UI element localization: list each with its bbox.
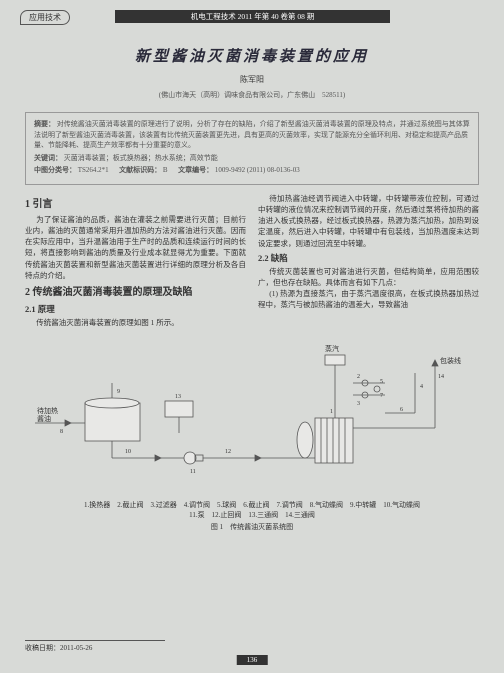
svg-text:10: 10 [125,449,131,455]
para: 待加热酱油经调节阀进入中转罐，中转罐带液位控制，可通过中转罐的液位情况来控制调节… [258,193,479,249]
svg-text:2: 2 [357,374,360,380]
doc-value: B [163,166,168,174]
cls-label: 中图分类号： [34,166,76,174]
cls-value: TS264.2*1 [78,166,109,174]
received-date: 收稿日期：2011-05-26 [25,640,165,653]
abstract-text: 对传统酱油灭菌消毒装置的原理进行了说明，分析了存在的缺陷，介绍了新型酱油灭菌消毒… [34,120,470,149]
para: (1) 热源为直接蒸汽，由于蒸汽温度很高，在板式换热器加热过程中，蒸汽与被加热酱… [258,288,479,311]
svg-text:酱油: 酱油 [37,414,51,423]
svg-text:9: 9 [117,389,120,395]
body-columns: 1 引言 为了保证酱油的品质，酱油在灌装之前需要进行灭菌；目前行业内，酱油的灭菌… [25,193,479,329]
keywords-label: 关键词： [34,154,62,162]
svg-text:待加热: 待加热 [37,406,58,415]
para: 传统灭菌装置也可对酱油进行灭菌，但结构简单，应用范围较广，但也存在缺陷。具体而言… [258,266,479,289]
svg-text:5: 5 [380,379,383,385]
keywords-text: 灭菌消毒装置；板式换热器；热水系统；高效节能 [64,154,218,162]
header-bar: 机电工程技术 2011 年第 40 卷第 08 期 [115,10,390,23]
svg-text:11: 11 [190,469,196,475]
svg-text:13: 13 [175,394,181,400]
section-2-2: 2.2 缺陷 [258,252,479,265]
figure-caption: 图 1 传统酱油灭菌系统图 [52,522,452,532]
left-column: 1 引言 为了保证酱油的品质，酱油在灌装之前需要进行灭菌；目前行业内，酱油的灭菌… [25,193,246,329]
para: 为了保证酱油的品质，酱油在灌装之前需要进行灭菌；目前行业内，酱油的灭菌通常采用升… [25,214,246,282]
page-number: 136 [237,655,268,665]
art-label: 文章编号： [178,166,213,174]
svg-text:蒸汽: 蒸汽 [325,344,339,353]
abstract-box: 摘要： 对传统酱油灭菌消毒装置的原理进行了说明，分析了存在的缺陷，介绍了新型酱油… [25,112,479,185]
corner-tab: 应用技术 [20,10,70,25]
svg-text:3: 3 [357,401,360,407]
svg-text:8: 8 [60,429,63,435]
doc-label: 文献标识码： [119,166,161,174]
section-2: 2 传统酱油灭菌消毒装置的原理及缺陷 [25,285,246,300]
author: 陈军阳 [25,74,479,85]
svg-text:12: 12 [225,449,231,455]
abstract-label: 摘要： [34,120,55,128]
svg-text:7: 7 [380,393,383,399]
svg-text:1: 1 [330,409,333,415]
svg-text:14: 14 [438,374,444,380]
svg-text:包装线: 包装线 [440,356,461,365]
svg-text:4: 4 [420,384,423,390]
section-2-1: 2.1 原理 [25,303,246,316]
system-diagram-svg: 待加热 酱油 蒸汽 [25,333,479,498]
article-title: 新型酱油灭菌消毒装置的应用 [25,45,479,66]
svg-text:6: 6 [400,407,403,413]
figure-legend: 1.换热器 2.截止阀 3.过滤器 4.调节阀 5.球阀 6.截止阀 7.调节阀… [52,500,452,520]
affiliation: (佛山市海天（高明）调味食品有限公司，广东佛山 528511) [25,90,479,100]
art-value: 1009-9492 (2011) 08-0136-03 [215,166,300,174]
para: 传统酱油灭菌消毒装置的原理如图 1 所示。 [25,317,246,328]
section-1: 1 引言 [25,197,246,212]
right-column: 待加热酱油经调节阀进入中转罐，中转罐带液位控制，可通过中转罐的液位情况来控制调节… [258,193,479,329]
figure-1: 待加热 酱油 蒸汽 [25,332,479,532]
page: 应用技术 机电工程技术 2011 年第 40 卷第 08 期 新型酱油灭菌消毒装… [0,0,504,673]
